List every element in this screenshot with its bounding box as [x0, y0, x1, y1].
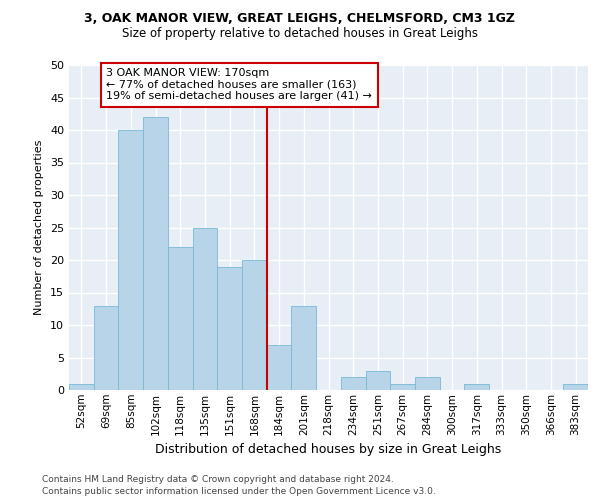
Bar	[242, 260, 267, 390]
Bar	[464, 384, 489, 390]
Bar	[267, 344, 292, 390]
Text: Contains public sector information licensed under the Open Government Licence v3: Contains public sector information licen…	[42, 488, 436, 496]
Bar	[563, 384, 588, 390]
Bar	[365, 370, 390, 390]
X-axis label: Distribution of detached houses by size in Great Leighs: Distribution of detached houses by size …	[155, 443, 502, 456]
Bar	[168, 247, 193, 390]
Bar	[292, 306, 316, 390]
Y-axis label: Number of detached properties: Number of detached properties	[34, 140, 44, 315]
Bar	[143, 117, 168, 390]
Bar	[118, 130, 143, 390]
Bar	[94, 306, 118, 390]
Bar	[415, 377, 440, 390]
Text: 3 OAK MANOR VIEW: 170sqm
← 77% of detached houses are smaller (163)
19% of semi-: 3 OAK MANOR VIEW: 170sqm ← 77% of detach…	[106, 68, 372, 102]
Text: 3, OAK MANOR VIEW, GREAT LEIGHS, CHELMSFORD, CM3 1GZ: 3, OAK MANOR VIEW, GREAT LEIGHS, CHELMSF…	[85, 12, 515, 26]
Text: Contains HM Land Registry data © Crown copyright and database right 2024.: Contains HM Land Registry data © Crown c…	[42, 475, 394, 484]
Text: Size of property relative to detached houses in Great Leighs: Size of property relative to detached ho…	[122, 28, 478, 40]
Bar	[69, 384, 94, 390]
Bar	[390, 384, 415, 390]
Bar	[341, 377, 365, 390]
Bar	[217, 266, 242, 390]
Bar	[193, 228, 217, 390]
